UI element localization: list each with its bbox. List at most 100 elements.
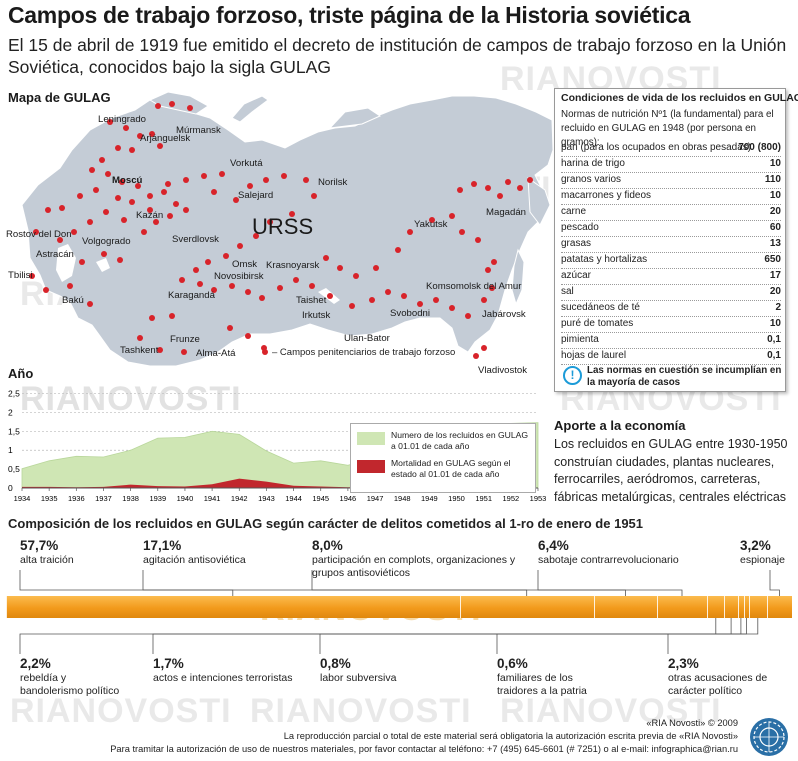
camp-marker	[59, 205, 65, 211]
camp-marker	[349, 303, 355, 309]
ria-novosti-logo-icon	[750, 718, 788, 756]
composition-title: Composición de los recluidos en GULAG se…	[8, 516, 644, 531]
camp-marker	[281, 173, 287, 179]
camp-marker	[303, 177, 309, 183]
camp-marker	[153, 219, 159, 225]
camp-marker	[43, 287, 49, 293]
camp-marker	[79, 259, 85, 265]
camp-marker	[497, 193, 503, 199]
camp-marker	[429, 217, 435, 223]
camp-marker	[103, 209, 109, 215]
camp-marker	[473, 353, 479, 359]
camp-marker	[517, 185, 523, 191]
city-label-arjanguelsk: Arjánguelsk	[140, 133, 191, 144]
city-label-moscu: Moscú	[112, 175, 143, 186]
camp-marker	[93, 187, 99, 193]
city-label-vladivostok: Vladivostok	[478, 365, 528, 376]
taimyr-peninsula	[328, 107, 382, 129]
food-value: 10	[769, 318, 781, 329]
comp-pct-otras: 2,3%	[668, 656, 699, 671]
composition-segment	[593, 596, 658, 618]
camp-marker	[259, 295, 265, 301]
caspian-sea	[56, 244, 76, 282]
food-label: carne	[561, 206, 587, 217]
food-label: puré de tomates	[561, 318, 634, 329]
footer-line2: Para tramitar la autorización de uso de …	[110, 744, 738, 754]
food-row: puré de tomates 10	[561, 316, 781, 333]
camp-marker	[129, 199, 135, 205]
x-tick-label: 1944	[285, 494, 302, 503]
city-label-krasnoyarsk: Krasnoyarsk	[266, 260, 320, 271]
comp-pct-complots: 8,0%	[312, 538, 343, 553]
camp-marker	[233, 197, 239, 203]
city-label-frunze: Frunze	[170, 334, 200, 345]
camp-marker	[267, 219, 273, 225]
composition-segment	[724, 596, 738, 618]
camp-dot-icon	[262, 349, 268, 356]
camp-marker	[491, 259, 497, 265]
x-tick-label: 1939	[149, 494, 166, 503]
food-row: pan (para los ocupados en obras pesadas)…	[561, 140, 781, 157]
camp-marker	[89, 167, 95, 173]
city-label-murmansk: Múrmansk	[176, 125, 221, 136]
city-label-karaganda: Karagandá	[168, 290, 215, 301]
camp-marker	[253, 233, 259, 239]
camp-marker	[309, 283, 315, 289]
camp-marker	[385, 289, 391, 295]
camp-marker	[123, 125, 129, 131]
city-label-magadan: Magadán	[486, 207, 527, 218]
chart-title: Año	[8, 366, 34, 381]
legend-swatch-mortality	[357, 460, 385, 473]
food-row: pimienta 0,1	[561, 332, 781, 349]
food-row: macarrones y fideos 10	[561, 188, 781, 205]
camp-marker	[187, 105, 193, 111]
camp-marker	[107, 119, 113, 125]
kola-peninsula	[148, 91, 209, 115]
comp-label-complots: participación en complots, organizacione…	[312, 554, 516, 579]
camp-marker	[147, 193, 153, 199]
camp-marker	[169, 313, 175, 319]
composition-segment	[459, 596, 595, 618]
camp-marker	[77, 193, 83, 199]
mortality-area	[22, 478, 538, 488]
x-tick-label: 1942	[231, 494, 248, 503]
camp-marker	[475, 237, 481, 243]
footer-copyright: «RIA Novosti» © 2009	[646, 718, 738, 728]
food-label: patatas y hortalizas	[561, 254, 648, 265]
food-label: pimienta	[561, 334, 599, 345]
food-label: pan (para los ocupados en obras pesadas)	[561, 142, 752, 153]
leader-line	[152, 618, 732, 654]
comp-pct-subversiva: 0,8%	[320, 656, 351, 671]
camp-marker	[247, 183, 253, 189]
x-tick-label: 1949	[421, 494, 438, 503]
camp-marker	[485, 267, 491, 273]
comp-label-terroristas: actos e intenciones terroristas	[153, 672, 293, 684]
conditions-intro: Normas de nutrición Nº1 (la fundamental)…	[561, 109, 774, 148]
camp-marker	[157, 143, 163, 149]
watermark: RIANOVOSTI	[20, 380, 242, 418]
food-value: 10	[769, 190, 781, 201]
map-country-label: URSS	[252, 214, 314, 239]
food-row: hojas de laurel 0,1	[561, 348, 781, 365]
camp-marker	[105, 171, 111, 177]
novaya-zemlya	[231, 95, 269, 123]
y-tick-label: 2,5	[8, 389, 20, 399]
composition-segment	[744, 596, 750, 618]
y-tick-label: 1,5	[8, 426, 20, 436]
camp-marker	[115, 145, 121, 151]
camp-marker	[465, 313, 471, 319]
food-row: granos varios 110	[561, 172, 781, 189]
comp-label-sabotaje: sabotaje contrarrevolucionario	[538, 554, 679, 566]
city-label-leningrado: Leningrado	[98, 114, 147, 125]
exclamation-icon: !	[563, 366, 582, 385]
leader-line	[667, 618, 759, 654]
camp-marker	[147, 207, 153, 213]
camp-marker	[227, 325, 233, 331]
camp-marker	[71, 229, 77, 235]
food-row: azúcar 17	[561, 268, 781, 285]
camp-marker	[401, 293, 407, 299]
camp-marker	[119, 179, 125, 185]
y-tick-label: 0	[8, 483, 13, 493]
camp-marker	[167, 213, 173, 219]
economy-text: Los recluidos en GULAG entre 1930-1950 c…	[554, 437, 788, 504]
